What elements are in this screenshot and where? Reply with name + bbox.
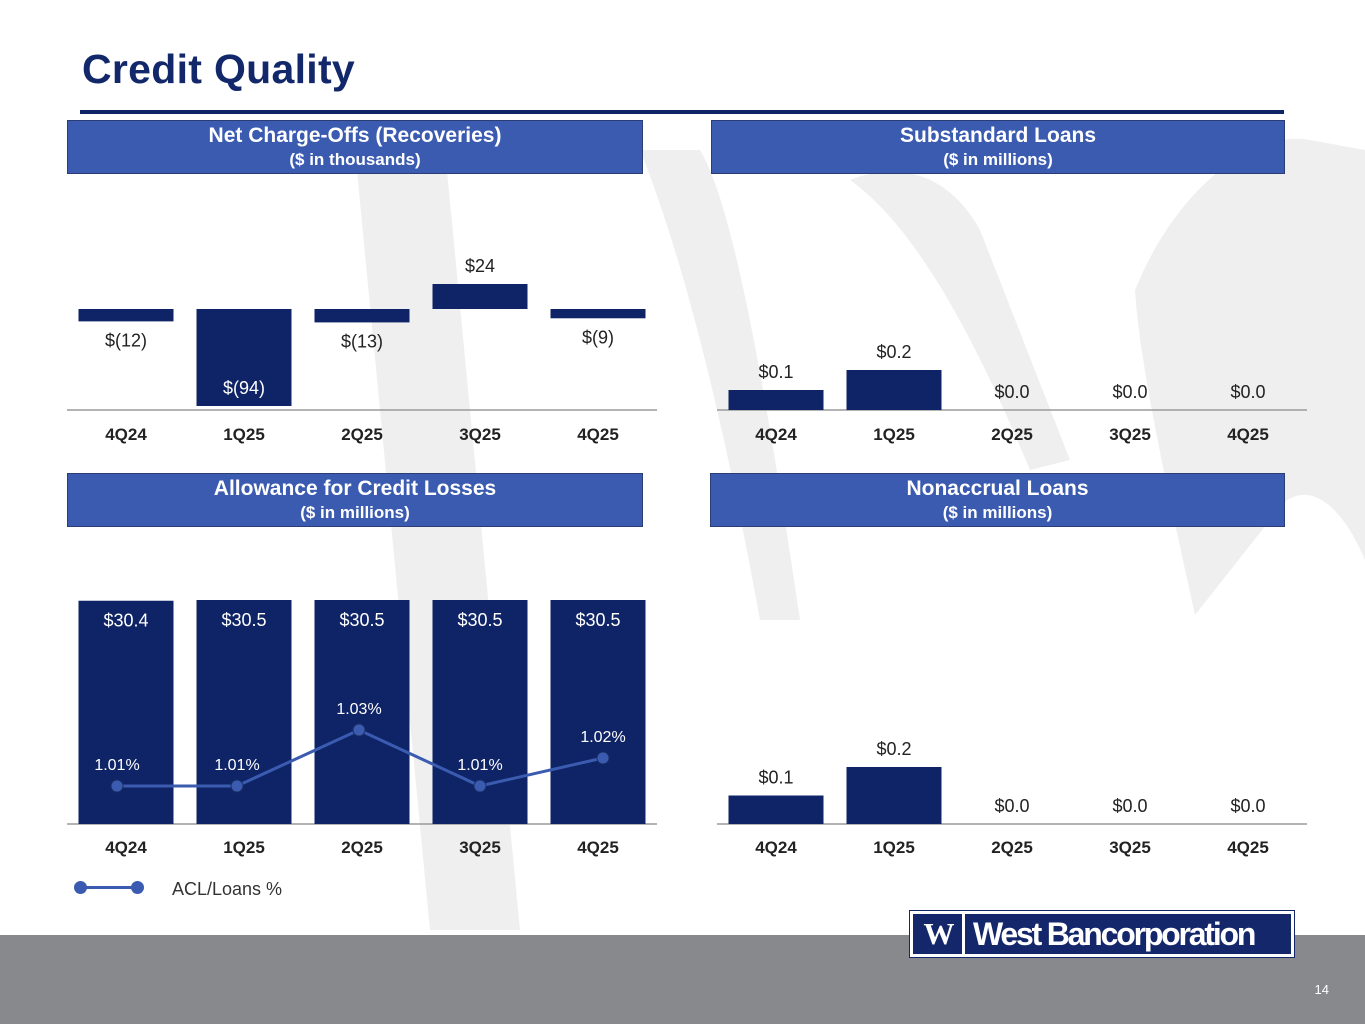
nonaccrual-category-label-1Q25: 1Q25 [873, 838, 915, 857]
nonaccrual-category-label-4Q24: 4Q24 [755, 838, 797, 857]
nco-value-label-2Q25: $(13) [341, 331, 383, 351]
nonaccrual-title: Nonaccrual Loans [906, 477, 1089, 500]
nonaccrual-value-label-4Q25: $0.0 [1230, 796, 1265, 816]
nco-category-label-3Q25: 3Q25 [459, 425, 501, 444]
acl-acl-ratio-point-4Q24 [110, 779, 124, 793]
nco-value-label-3Q25: $24 [465, 256, 495, 276]
nco-value-label-1Q25: $(94) [223, 378, 265, 398]
logo-background: W West Bancorporation [913, 914, 1291, 954]
acl-bar-4Q25 [550, 600, 646, 824]
acl-acl-ratio-point-2Q25 [352, 723, 366, 737]
substandard-bar-4Q24 [728, 390, 824, 410]
acl-subtitle: ($ in millions) [300, 503, 410, 522]
nonaccrual-header: Nonaccrual Loans ($ in millions) [710, 473, 1285, 527]
nonaccrual-value-label-1Q25: $0.2 [876, 739, 911, 759]
acl-title: Allowance for Credit Losses [213, 477, 497, 500]
logo-text: West Bancorporation [973, 916, 1256, 952]
acl-value-label-4Q25: $30.5 [575, 610, 620, 630]
nco-category-label-4Q25: 4Q25 [577, 425, 619, 444]
page-number: 14 [1314, 982, 1329, 997]
substandard-category-label-4Q24: 4Q24 [755, 425, 797, 444]
acl-value-label-3Q25: $30.5 [457, 610, 502, 630]
acl-category-label-2Q25: 2Q25 [341, 838, 383, 857]
nonaccrual-category-label-3Q25: 3Q25 [1109, 838, 1151, 857]
acl-bar-4Q24 [78, 600, 174, 824]
nonaccrual-subtitle: ($ in millions) [942, 503, 1053, 522]
nco-title: Net Charge-Offs (Recoveries) [208, 124, 502, 147]
acl-value-label-4Q24: $30.4 [103, 611, 148, 631]
substandard-header: Substandard Loans ($ in millions) [711, 120, 1285, 174]
acl-category-label-4Q25: 4Q25 [577, 838, 619, 857]
legend-dot-right [131, 881, 144, 894]
acl-acl-ratio-label-4Q24: 1.01% [94, 757, 139, 774]
acl-value-label-1Q25: $30.5 [221, 610, 266, 630]
company-logo: W West Bancorporation [909, 910, 1295, 958]
substandard-title: Substandard Loans [899, 124, 1097, 147]
acl-value-label-2Q25: $30.5 [339, 610, 384, 630]
substandard-value-label-2Q25: $0.0 [994, 382, 1029, 402]
acl-category-label-1Q25: 1Q25 [223, 838, 265, 857]
legend-dot-left [74, 881, 87, 894]
acl-category-label-4Q24: 4Q24 [105, 838, 147, 857]
substandard-category-label-3Q25: 3Q25 [1109, 425, 1151, 444]
nonaccrual-category-label-4Q25: 4Q25 [1227, 838, 1269, 857]
substandard-value-label-3Q25: $0.0 [1112, 382, 1147, 402]
substandard-category-label-2Q25: 2Q25 [991, 425, 1033, 444]
substandard-value-label-1Q25: $0.2 [876, 342, 911, 362]
nco-bar-4Q24 [78, 309, 174, 322]
nco-bar-4Q25 [550, 309, 646, 319]
nco-category-label-2Q25: 2Q25 [341, 425, 383, 444]
nonaccrual-value-label-2Q25: $0.0 [994, 796, 1029, 816]
nonaccrual-category-label-2Q25: 2Q25 [991, 838, 1033, 857]
nco-bar-2Q25 [314, 309, 410, 323]
acl-acl-ratio-label-1Q25: 1.01% [214, 757, 259, 774]
acl-acl-ratio-point-3Q25 [473, 779, 487, 793]
acl-bar-1Q25 [196, 600, 292, 824]
nco-value-label-4Q25: $(9) [582, 327, 614, 347]
nonaccrual-bar-1Q25 [846, 767, 942, 824]
acl-acl-ratio-label-4Q25: 1.02% [580, 729, 625, 746]
title-divider [80, 110, 1284, 114]
nco-subtitle: ($ in thousands) [289, 150, 421, 169]
nco-category-label-4Q24: 4Q24 [105, 425, 147, 444]
nco-value-label-4Q24: $(12) [105, 330, 147, 350]
acl-category-label-3Q25: 3Q25 [459, 838, 501, 857]
substandard-value-label-4Q25: $0.0 [1230, 382, 1265, 402]
page-title: Credit Quality [82, 46, 356, 92]
acl-acl-ratio-point-4Q25 [596, 751, 610, 765]
legend-line [80, 886, 137, 889]
nonaccrual-value-label-4Q24: $0.1 [758, 768, 793, 788]
nco-header: Net Charge-Offs (Recoveries) ($ in thous… [67, 120, 643, 174]
substandard-value-label-4Q24: $0.1 [758, 362, 793, 382]
nco-bar-1Q25 [196, 309, 292, 406]
substandard-category-label-1Q25: 1Q25 [873, 425, 915, 444]
substandard-subtitle: ($ in millions) [943, 150, 1053, 169]
acl-acl-ratio-label-3Q25: 1.01% [457, 757, 502, 774]
nco-category-label-1Q25: 1Q25 [223, 425, 265, 444]
nonaccrual-value-label-3Q25: $0.0 [1112, 796, 1147, 816]
acl-acl-ratio-point-1Q25 [230, 779, 244, 793]
substandard-category-label-4Q25: 4Q25 [1227, 425, 1269, 444]
acl-acl-ratio-label-2Q25: 1.03% [336, 701, 381, 718]
nco-bar-3Q25 [432, 284, 528, 309]
acl-bar-2Q25 [314, 600, 410, 824]
logo-mark: W [916, 914, 965, 954]
acl-header: Allowance for Credit Losses ($ in millio… [67, 473, 643, 527]
legend-label: ACL/Loans % [172, 879, 283, 899]
substandard-bar-1Q25 [846, 370, 942, 410]
nonaccrual-bar-4Q24 [728, 795, 824, 824]
